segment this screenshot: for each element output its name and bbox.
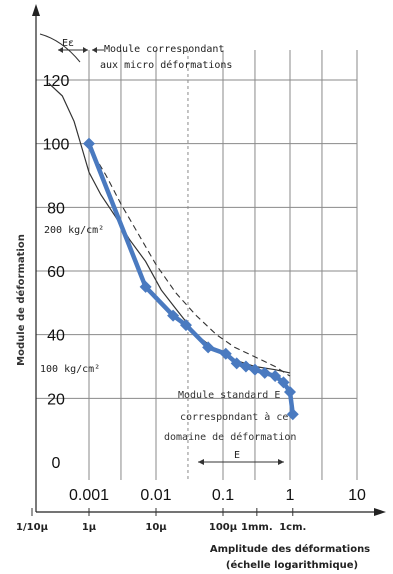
micro-label-line2: aux micro déformations: [100, 59, 232, 71]
x-tick-label-bottom: 1cm.: [279, 522, 306, 533]
y-tick-label: 0: [52, 455, 61, 472]
e-epsilon-arrow-right: [83, 47, 88, 53]
y-tick-labels: 0 20 40 60 80 100 120: [43, 73, 70, 472]
series-point: [286, 408, 299, 421]
annotations: Eε Module correspondant aux micro déform…: [39, 33, 296, 465]
kg200-label: 200 kg/cm²: [44, 225, 104, 236]
x-tick-label-bottom: 1/10µ: [16, 522, 49, 533]
grid: [36, 50, 358, 480]
x-tick-label-bottom: 10µ: [145, 522, 167, 533]
x-tick-labels-bottom: 1/10µ 1µ 10µ 100µ 1mm. 1cm.: [16, 508, 306, 533]
series-point: [83, 137, 95, 150]
series-point: [277, 376, 290, 389]
series-point: [167, 309, 180, 322]
micro-label-line1: Module correspondant: [104, 44, 224, 55]
y-tick-label: 120: [43, 73, 70, 90]
e-epsilon-arrow-left: [58, 47, 63, 53]
series-point: [248, 363, 261, 376]
axes: [32, 4, 386, 516]
x-tick-label-top: 0.1: [212, 487, 234, 504]
series-point: [239, 360, 252, 373]
x-tick-label-top: 0.01: [140, 487, 171, 504]
standard-label-line1: Module standard E: [178, 390, 280, 401]
series-point: [284, 385, 296, 398]
e-epsilon-arc: [39, 33, 81, 63]
series-line-dashed: [88, 146, 291, 377]
x-axis-label: Amplitude des déformations: [210, 543, 370, 555]
e-epsilon-label: Eε: [62, 38, 74, 49]
y-tick-label: 60: [47, 264, 65, 281]
series-point: [202, 341, 215, 354]
x-axis-arrow: [374, 508, 386, 516]
series-point: [139, 280, 152, 293]
x-tick-label-bottom: 1µ: [82, 522, 97, 533]
standard-label-line3: domaine de déformation: [164, 431, 296, 443]
series-point: [219, 347, 232, 360]
standard-label-line2: correspondant à ce: [180, 411, 288, 423]
x-tick-labels-top: 0.001 0.01 0.1 1 10: [69, 487, 366, 504]
e-range-label: E: [234, 450, 240, 461]
y-tick-label: 80: [47, 200, 65, 217]
micro-pointer-arrow: [92, 47, 97, 53]
x-tick-label-bottom: 1mm.: [241, 522, 273, 533]
series: [48, 82, 299, 421]
y-tick-label: 40: [47, 328, 65, 345]
y-tick-label: 20: [47, 391, 65, 408]
x-tick-label-top: 10: [348, 487, 366, 504]
x-tick-label-bottom: 100µ: [209, 522, 238, 533]
e-range-arrow-left: [198, 459, 204, 465]
series-point: [269, 370, 282, 383]
e-range-arrow-right: [278, 459, 284, 465]
x-tick-label-top: 0.001: [69, 487, 109, 504]
y-tick-label: 100: [43, 137, 70, 154]
kg100-label: 100 kg/cm²: [40, 364, 100, 375]
y-axis-label: Module de déformation: [15, 234, 27, 366]
x-axis-sublabel: (échelle logarithmique): [226, 559, 358, 571]
y-axis-arrow: [32, 4, 40, 16]
series-point: [230, 357, 243, 370]
x-tick-label-top: 1: [286, 487, 295, 504]
series-point: [258, 366, 271, 379]
series-point: [179, 319, 192, 332]
